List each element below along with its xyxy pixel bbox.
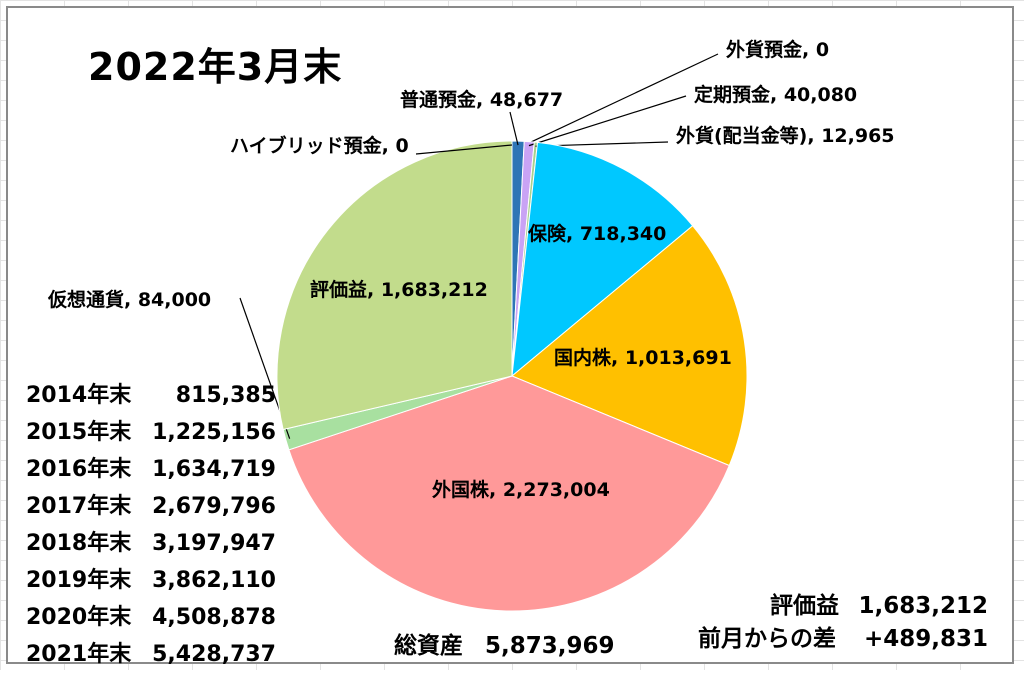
history-list: 2014年末 815,385 2015年末 1,225,156 2016年末 1…	[26, 380, 276, 676]
history-value: 5,428,737	[152, 642, 276, 667]
history-value: 1,225,156	[152, 420, 276, 445]
history-row: 2016年末 1,634,719	[26, 454, 276, 491]
slice-label: 定期預金, 40,080	[694, 83, 857, 106]
slice-label: 外国株, 2,273,004	[432, 478, 610, 501]
pie-slice[interactable]	[511, 225, 748, 467]
leader-line	[523, 53, 719, 146]
history-year: 2017年末	[26, 494, 132, 519]
history-value: 1,634,719	[152, 457, 276, 482]
chart-title: 2022年3月末	[88, 45, 343, 89]
history-value: 2,679,796	[152, 494, 276, 519]
pie-slice[interactable]	[276, 140, 513, 431]
total-value: 5,873,969	[485, 633, 615, 659]
history-year: 2019年末	[26, 568, 132, 593]
history-row: 2018年末 3,197,947	[26, 528, 276, 565]
slice-label: 保険, 718,340	[527, 222, 666, 245]
leader-line	[528, 95, 687, 147]
pie-slice[interactable]	[511, 141, 694, 378]
history-row: 2019年末 3,862,110	[26, 565, 276, 602]
gain-label: 評価益	[770, 593, 839, 619]
history-row: 2014年末 815,385	[26, 380, 276, 417]
history-row: 2021年末 5,428,737	[26, 639, 276, 676]
leader-line	[509, 111, 519, 146]
history-year: 2021年末	[26, 642, 132, 667]
history-row: 2015年末 1,225,156	[26, 417, 276, 454]
leader-line	[415, 144, 513, 155]
pie-chart: 普通預金, 48,677 外貨預金, 0 定期預金, 40,080 外貨(配当金等),…	[47, 38, 895, 612]
chart-area[interactable]: 普通預金, 48,677 外貨預金, 0 定期預金, 40,080 外貨(配当金等),…	[6, 6, 1014, 667]
history-value: 3,197,947	[152, 531, 276, 556]
history-value: 4,508,878	[152, 605, 276, 630]
history-year: 2016年末	[26, 457, 132, 482]
history-year: 2015年末	[26, 420, 132, 445]
slice-label: 普通預金, 48,677	[400, 88, 563, 111]
summary-diff-row: 前月からの差 +489,831	[698, 623, 988, 656]
summary-box: 評価益 1,683,212 前月からの差 +489,831	[698, 590, 988, 656]
slice-label: ハイブリッド預金, 0	[230, 134, 409, 157]
history-year: 2014年末	[26, 383, 132, 408]
history-value: 3,862,110	[152, 568, 276, 593]
slice-label: 国内株, 1,013,691	[554, 346, 732, 369]
gain-value: 1,683,212	[858, 593, 989, 619]
history-row: 2017年末 2,679,796	[26, 491, 276, 528]
slice-label: 外貨預金, 0	[726, 38, 829, 61]
diff-label: 前月からの差	[698, 626, 836, 652]
total-assets: 総資産 5,873,969	[394, 626, 637, 660]
history-year: 2020年末	[26, 605, 132, 630]
history-value: 815,385	[175, 383, 276, 408]
summary-gain-row: 評価益 1,683,212	[698, 590, 988, 623]
total-label: 総資産	[394, 633, 463, 659]
diff-value: +489,831	[863, 626, 988, 652]
slice-label: 評価益, 1,683,212	[310, 278, 488, 301]
slice-label: 外貨(配当金等), 12,965	[676, 124, 895, 147]
history-year: 2018年末	[26, 531, 132, 556]
pie-slice[interactable]	[288, 375, 730, 612]
slice-label: 仮想通貨, 84,000	[47, 288, 211, 311]
history-row: 2020年末 4,508,878	[26, 602, 276, 639]
